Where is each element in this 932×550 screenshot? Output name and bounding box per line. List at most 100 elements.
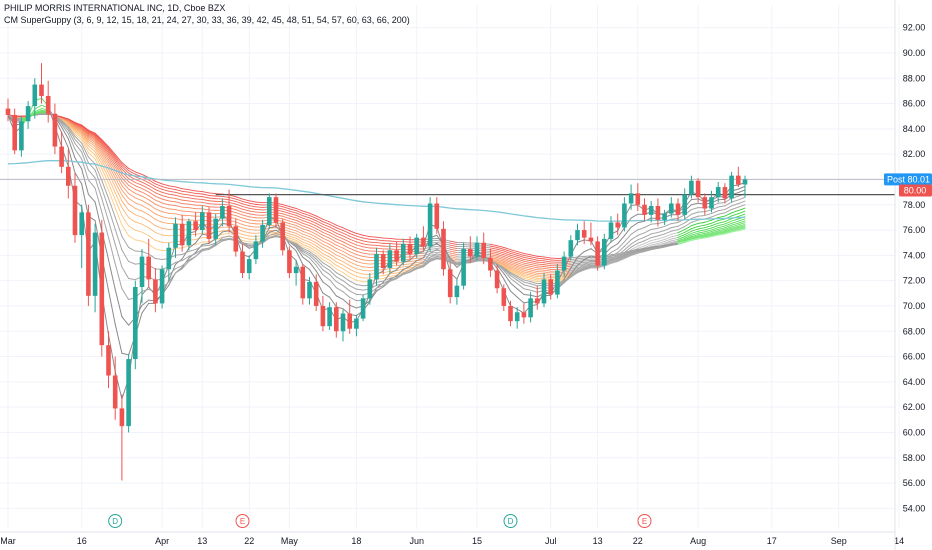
guppy-fast-line	[61, 121, 69, 131]
dividend-event-marker[interactable]: D	[503, 514, 518, 528]
dividend-event-marker[interactable]: D	[108, 514, 123, 528]
guppy-slow-line	[74, 128, 83, 135]
candle	[394, 241, 399, 266]
guppy-slow-line	[677, 241, 686, 244]
guppy-slow-line	[188, 191, 197, 194]
guppy-fast-line	[422, 260, 431, 268]
guppy-fast-line	[583, 255, 592, 261]
candle	[695, 178, 701, 203]
guppy-fast-line	[523, 288, 532, 291]
guppy-slow-line	[141, 200, 150, 205]
candle	[179, 214, 185, 252]
guppy-slow-line	[288, 220, 297, 224]
guppy-slow-line	[617, 257, 625, 262]
guppy-fast-line	[121, 249, 130, 262]
guppy-fast-line	[268, 232, 277, 236]
indicator-legend[interactable]: CM SuperGuppy (3, 6, 9, 12, 15, 18, 21, …	[4, 15, 410, 25]
guppy-slow-line	[128, 225, 136, 231]
symbol-title[interactable]: PHILIP MORRIS INTERNATIONAL INC, 1D, Cbo…	[4, 3, 226, 13]
guppy-fast-line	[610, 254, 619, 260]
guppy-fast-line	[61, 120, 69, 129]
guppy-slow-line	[302, 243, 310, 248]
guppy-slow-line	[650, 247, 659, 250]
guppy-fast-line	[114, 216, 123, 237]
guppy-fast-line	[322, 269, 331, 275]
guppy-fast-line	[577, 239, 585, 243]
candle-body	[588, 237, 594, 242]
candle	[340, 309, 346, 342]
guppy-slow-line	[201, 201, 210, 205]
guppy-fast-line	[208, 245, 217, 250]
guppy-slow-line	[329, 240, 337, 246]
guppy-fast-line	[335, 276, 344, 282]
guppy-slow-line	[295, 219, 304, 224]
candle	[514, 307, 520, 329]
guppy-slow-line	[94, 133, 103, 142]
x-tick-label: 22	[633, 536, 643, 546]
guppy-slow-line	[148, 195, 156, 201]
guppy-fast-line	[376, 286, 384, 291]
candle-body	[159, 269, 165, 304]
candle	[106, 331, 111, 389]
guppy-slow-line	[610, 259, 619, 262]
guppy-slow-line	[161, 216, 170, 219]
guppy-slow-line	[657, 242, 666, 246]
guppy-slow-line	[684, 239, 692, 243]
candle	[32, 78, 38, 119]
guppy-slow-line	[510, 267, 518, 272]
guppy-fast-line	[570, 268, 578, 277]
guppy-fast-line	[402, 259, 411, 264]
guppy-slow-line	[134, 171, 143, 175]
guppy-fast-line	[570, 272, 578, 278]
candle-body	[501, 288, 507, 306]
guppy-fast-line	[61, 119, 69, 127]
guppy-slow-line	[94, 140, 103, 151]
guppy-slow-line	[81, 124, 89, 131]
candle	[253, 235, 259, 265]
guppy-slow-line	[510, 261, 518, 265]
guppy-slow-line	[248, 232, 257, 234]
guppy-slow-line	[148, 235, 156, 241]
candle	[200, 206, 205, 234]
earnings-event-marker[interactable]: E	[637, 514, 652, 528]
guppy-slow-line	[362, 240, 371, 243]
earnings-event-marker[interactable]: E	[235, 514, 250, 528]
guppy-slow-line	[154, 203, 163, 208]
guppy-slow-line	[161, 234, 170, 237]
candle-body	[233, 226, 239, 252]
guppy-fast-line	[295, 245, 304, 255]
candle	[689, 175, 694, 199]
guppy-slow-line	[724, 218, 733, 223]
candle-body	[561, 256, 567, 271]
guppy-slow-line	[724, 222, 733, 227]
guppy-slow-line	[121, 162, 130, 169]
y-tick-label: 56.00	[903, 478, 926, 488]
candle-body	[293, 266, 299, 274]
guppy-slow-line	[248, 216, 257, 219]
guppy-slow-line	[128, 197, 136, 204]
guppy-fast-line	[154, 258, 163, 261]
guppy-slow-line	[94, 141, 103, 153]
candle	[300, 264, 306, 305]
guppy-slow-line	[288, 215, 297, 219]
candle	[521, 303, 527, 324]
candle	[367, 273, 373, 305]
guppy-slow-line	[503, 252, 511, 256]
candle	[588, 222, 594, 246]
guppy-slow-line	[309, 230, 317, 235]
guppy-slow-line	[335, 232, 344, 237]
guppy-slow-line	[516, 254, 525, 258]
guppy-fast-line	[121, 266, 130, 280]
event-label: E	[240, 517, 245, 526]
guppy-slow-line	[717, 223, 726, 227]
candle	[602, 233, 607, 270]
guppy-slow-line	[503, 262, 511, 266]
guppy-slow-line	[335, 238, 344, 243]
guppy-slow-line	[623, 254, 632, 258]
guppy-slow-line	[168, 200, 176, 203]
y-tick-label: 70.00	[903, 301, 926, 311]
guppy-fast-line	[623, 246, 632, 254]
guppy-slow-line	[268, 232, 277, 234]
guppy-fast-line	[530, 283, 538, 287]
